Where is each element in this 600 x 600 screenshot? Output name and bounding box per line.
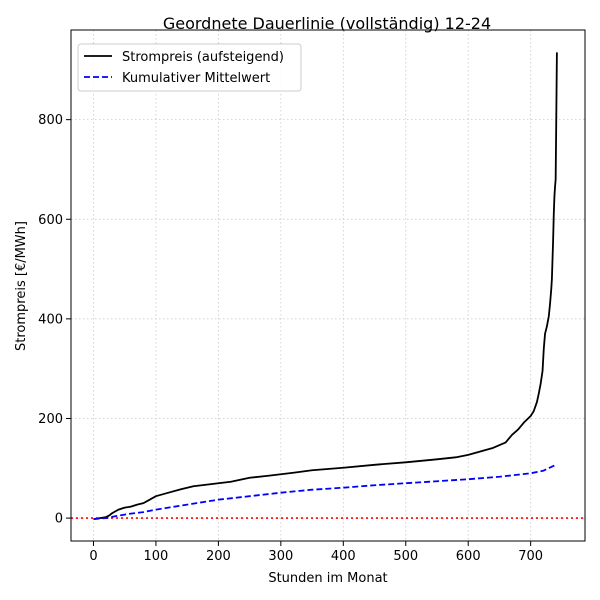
series-layer bbox=[93, 52, 558, 520]
x-tick-label: 200 bbox=[206, 549, 231, 564]
chart-title: Geordnete Dauerlinie (vollständig) 12-24 bbox=[163, 14, 491, 33]
x-tick-label: 300 bbox=[268, 549, 293, 564]
x-tick-label: 600 bbox=[456, 549, 481, 564]
x-tick-label: 400 bbox=[331, 549, 356, 564]
y-tick-label: 800 bbox=[38, 113, 63, 128]
legend-label-strompreis: Strompreis (aufsteigend) bbox=[122, 50, 284, 65]
x-axis-ticks: 0 100 200 300 400 500 600 700 bbox=[89, 541, 543, 564]
x-tick-label: 100 bbox=[144, 549, 169, 564]
x-tick-label: 700 bbox=[518, 549, 543, 564]
plot-frame bbox=[70, 29, 586, 542]
grid bbox=[71, 30, 585, 541]
legend-box bbox=[77, 43, 302, 92]
y-tick-label: 200 bbox=[38, 412, 63, 427]
series-line-mittelwert bbox=[93, 463, 558, 520]
y-tick-label: 600 bbox=[38, 213, 63, 228]
x-axis-label: Stunden im Monat bbox=[268, 571, 387, 586]
x-tick-label: 0 bbox=[89, 549, 97, 564]
y-axis-ticks: 0 200 400 600 800 bbox=[38, 113, 71, 527]
y-tick-label: 400 bbox=[38, 312, 63, 327]
y-axis-label: Strompreis [€/MWh] bbox=[14, 221, 29, 351]
legend-label-mittelwert: Kumulativer Mittelwert bbox=[122, 71, 270, 86]
y-tick-label: 0 bbox=[55, 512, 63, 527]
x-tick-label: 500 bbox=[393, 549, 418, 564]
series-line-strompreis bbox=[93, 52, 558, 520]
legend: Strompreis (aufsteigend) Kumulativer Mit… bbox=[77, 43, 302, 92]
